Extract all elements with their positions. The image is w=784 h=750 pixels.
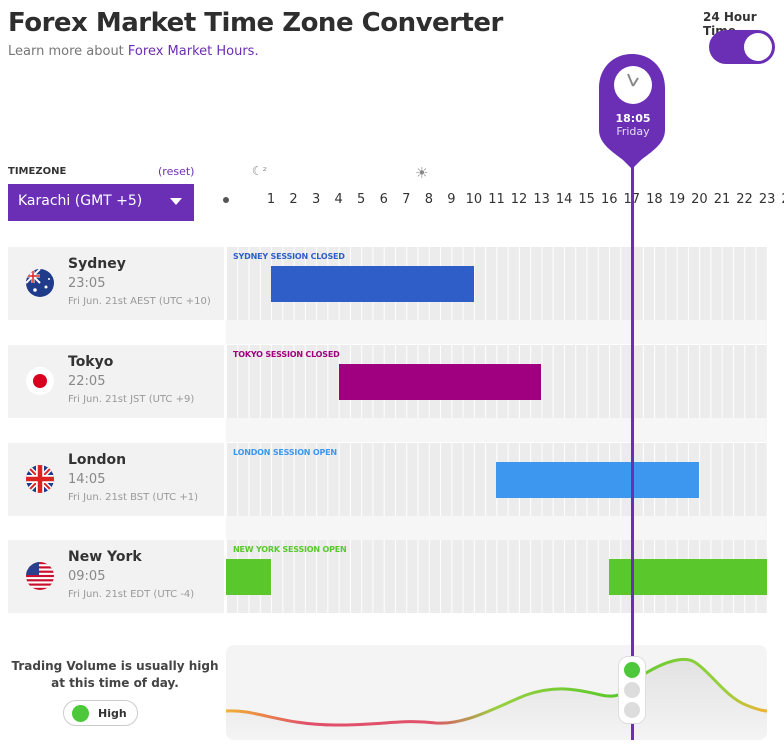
city-date: Fri Jun. 21st JST (UTC +9) (68, 394, 195, 405)
hour-label: 5 (357, 192, 366, 207)
traffic-light-green (624, 662, 640, 678)
city-name: Sydney (68, 256, 126, 272)
volume-curve (226, 657, 767, 740)
hour-label: 14 (555, 192, 573, 207)
city-name: New York (68, 549, 142, 565)
hour-label: 13 (533, 192, 550, 207)
hour-label: 2 (289, 192, 298, 207)
forex-market-hours-link[interactable]: Forex Market Hours. (127, 44, 259, 59)
row-separator (226, 516, 767, 540)
current-time-line (631, 130, 634, 740)
current-time: 18:05 (615, 112, 651, 125)
city-name: London (68, 452, 127, 468)
hour-label: 12 (510, 192, 528, 207)
city-local-time: 23:05 (68, 276, 106, 291)
uk-flag-icon (26, 465, 54, 493)
toggle-knob (744, 33, 772, 61)
current-day: Friday (616, 125, 650, 138)
clock-icon (614, 66, 652, 104)
hour-label: 22 (736, 192, 753, 207)
timezone-label: TIMEZONE (8, 166, 67, 177)
session-bar[interactable] (609, 559, 767, 595)
session-city-card: New York 09:05 Fri Jun. 21st EDT (UTC -4) (8, 540, 224, 613)
hour-label: 9 (447, 192, 456, 207)
timezone-reset-link[interactable]: (reset) (158, 165, 195, 178)
hour-label: 21 (713, 192, 731, 207)
trading-volume-text: Trading Volume is usually high at this t… (11, 659, 219, 690)
session-city-card: London 14:05 Fri Jun. 21st BST (UTC +1) (8, 443, 224, 516)
trading-volume-chart (226, 645, 767, 740)
session-city-card: Tokyo 22:05 Fri Jun. 21st JST (UTC +9) (8, 345, 224, 418)
hour-label: 20 (691, 192, 708, 207)
japan-flag-icon (26, 367, 54, 395)
hour-label: 18 (646, 192, 663, 207)
hour-label: 6 (379, 192, 388, 207)
page-subtitle: Learn more about Forex Market Hours. (8, 44, 259, 59)
city-local-time: 14:05 (68, 472, 106, 487)
traffic-light-bottom (624, 702, 640, 718)
session-bar[interactable] (271, 266, 474, 302)
row-separator (226, 418, 767, 442)
hour-label: 1 (266, 192, 276, 207)
session-bar[interactable] (339, 364, 541, 400)
hour-label: 4 (334, 192, 343, 207)
hour-label: 16 (600, 192, 618, 207)
hour-label: 3 (311, 192, 321, 207)
session-status-label: LONDON SESSION OPEN (233, 448, 337, 457)
hour-label: 10 (465, 192, 483, 207)
subtitle-text: Learn more about (8, 44, 128, 59)
usa-flag-icon (26, 562, 54, 590)
hour-zero-dot (223, 197, 229, 203)
session-bar[interactable] (226, 559, 271, 595)
session-status-label: NEW YORK SESSION OPEN (233, 545, 347, 554)
night-sleep-icon: ☾ᶻ (252, 164, 268, 178)
session-city-card: Sydney 23:05 Fri Jun. 21st AEST (UTC +10) (8, 247, 224, 320)
australia-flag-icon (26, 269, 54, 297)
city-name: Tokyo (68, 354, 114, 370)
city-date: Fri Jun. 21st EDT (UTC -4) (68, 589, 195, 600)
hour-label: 24 (779, 192, 784, 207)
hour-label: 8 (424, 192, 433, 207)
timezone-select[interactable]: Karachi (GMT +5) (8, 184, 194, 221)
volume-traffic-light (618, 656, 646, 724)
volume-level-badge: High (63, 700, 138, 726)
caret-down-icon (170, 198, 182, 205)
city-local-time: 09:05 (68, 569, 106, 584)
volume-level-label: High (98, 707, 127, 720)
session-status-label: TOKYO SESSION CLOSED (233, 350, 340, 359)
hour-label: 23 (758, 192, 776, 207)
city-date: Fri Jun. 21st BST (UTC +1) (68, 492, 198, 503)
city-local-time: 22:05 (68, 374, 106, 389)
timezone-selected-value: Karachi (GMT +5) (18, 193, 143, 209)
page-title: Forex Market Time Zone Converter (8, 8, 503, 38)
volume-level-indicator (72, 705, 89, 722)
traffic-light-middle (624, 682, 640, 698)
row-separator (226, 320, 767, 344)
hour-label: 7 (402, 192, 411, 207)
hour-label: 15 (578, 192, 595, 207)
hour-label: 19 (668, 192, 686, 207)
session-status-label: SYDNEY SESSION CLOSED (233, 252, 345, 261)
city-date: Fri Jun. 21st AEST (UTC +10) (68, 296, 211, 307)
hour-label: 11 (488, 192, 505, 207)
session-bar[interactable] (496, 462, 699, 498)
sun-icon: ☀ (415, 164, 429, 182)
24-hour-time-toggle[interactable] (709, 30, 775, 64)
